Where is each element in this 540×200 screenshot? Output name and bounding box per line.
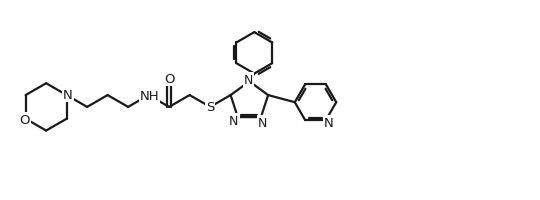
Text: N: N bbox=[63, 88, 72, 101]
Text: NH: NH bbox=[140, 89, 159, 102]
Text: S: S bbox=[206, 101, 214, 114]
Text: N: N bbox=[324, 116, 334, 129]
Text: N: N bbox=[229, 114, 239, 127]
Text: N: N bbox=[244, 74, 253, 87]
Text: O: O bbox=[19, 114, 30, 127]
Text: O: O bbox=[164, 72, 174, 85]
Text: N: N bbox=[258, 116, 268, 129]
